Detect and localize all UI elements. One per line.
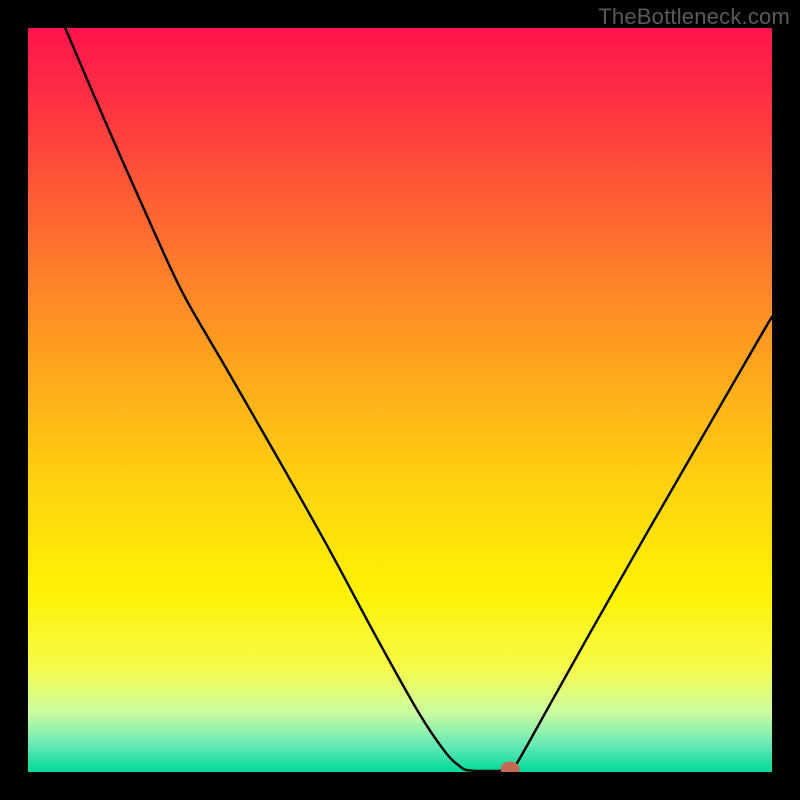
gradient-background [28,28,772,772]
chart-frame: TheBottleneck.com [0,0,800,800]
optimal-point-marker [501,762,519,772]
watermark-text: TheBottleneck.com [598,4,790,30]
bottleneck-curve-plot [28,28,772,772]
